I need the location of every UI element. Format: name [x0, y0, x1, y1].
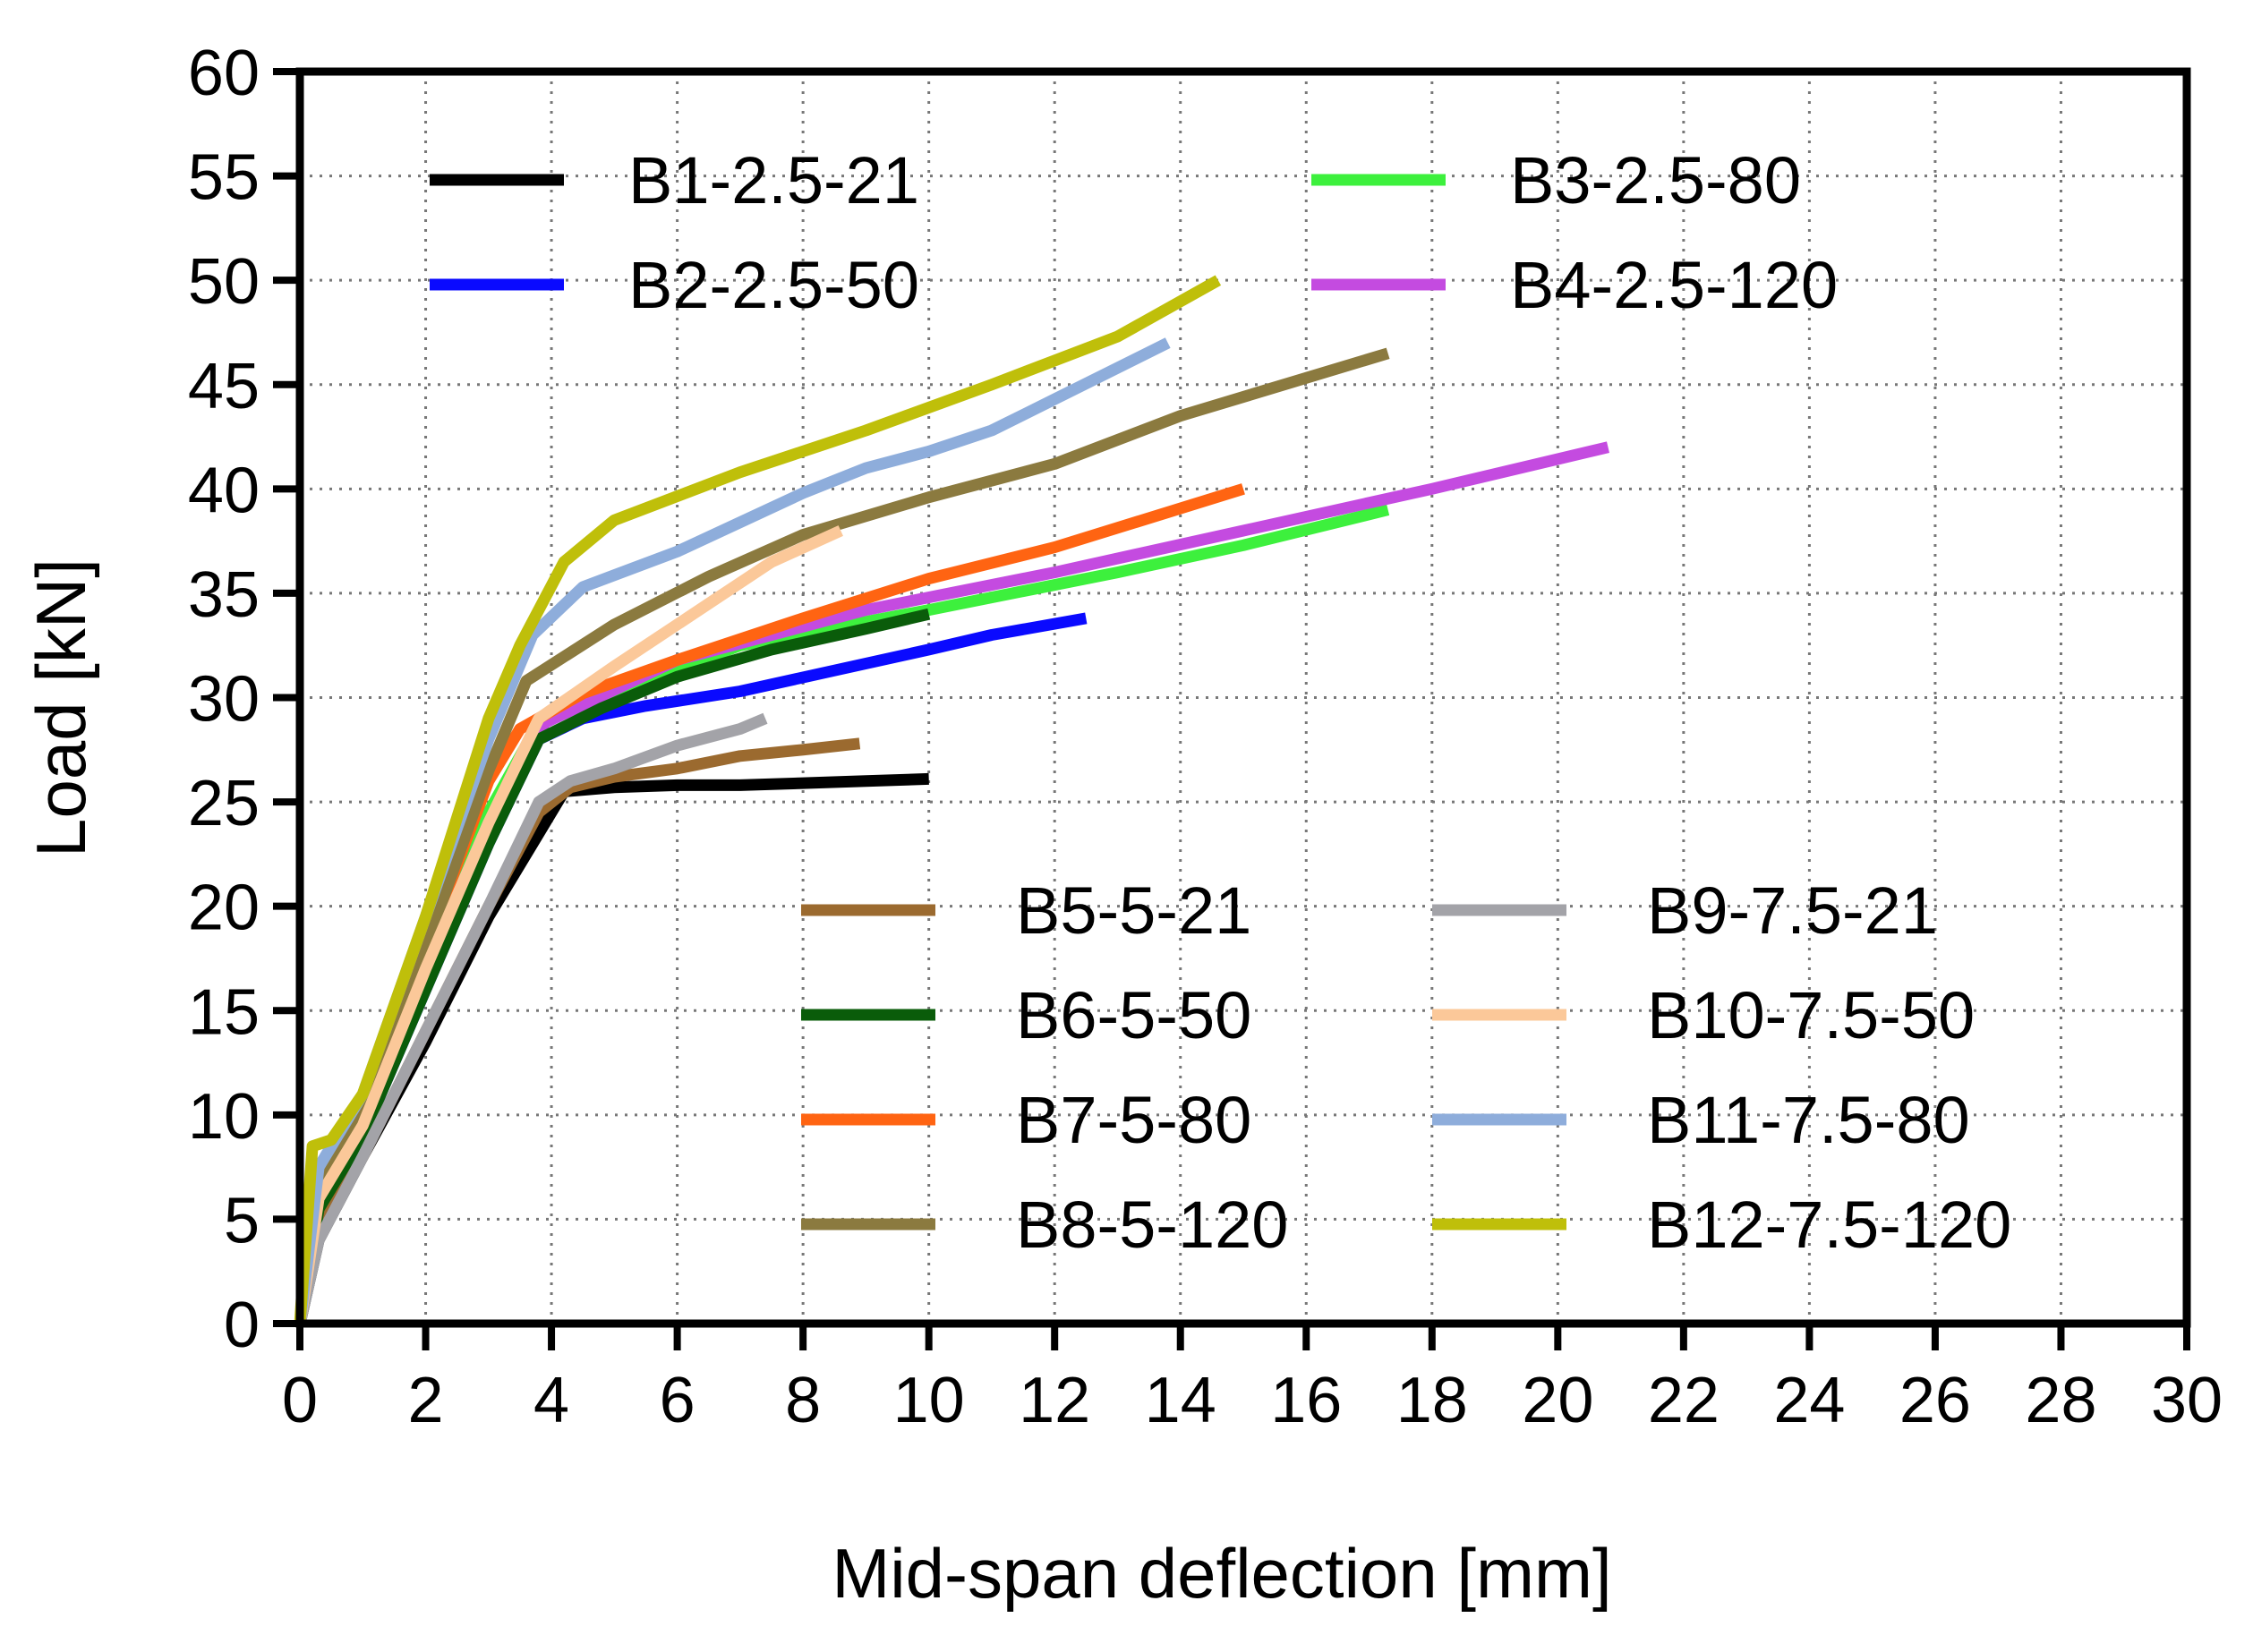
x-tick-label: 24	[1773, 1365, 1845, 1436]
y-axis-title: Load [kN]	[21, 558, 100, 857]
legend-label-b3-2-5-80: B3-2.5-80	[1510, 143, 1801, 217]
x-axis-title: Mid-span deflection [mm]	[832, 1534, 1611, 1613]
y-tick-label: 15	[188, 976, 260, 1048]
x-tick-label: 26	[1899, 1365, 1971, 1436]
y-tick-label: 20	[188, 873, 260, 944]
y-tick-label: 30	[188, 664, 260, 736]
x-tick-label: 8	[785, 1365, 821, 1436]
legend-label-b11-7-5-80: B11-7.5-80	[1647, 1083, 1970, 1157]
axis-ticks: 0 2 4 6 8 10 12 14 16 18 20 22 24 26 28 300510152025303…	[188, 38, 2223, 1436]
x-tick-label: 14	[1145, 1365, 1216, 1436]
y-tick-label: 25	[188, 768, 260, 839]
y-tick-label: 5	[224, 1185, 260, 1256]
x-tick-label: 22	[1648, 1365, 1720, 1436]
x-tick-label: 6	[660, 1365, 696, 1436]
legend-label-b7-5-80: B7-5-80	[1016, 1083, 1251, 1157]
legend-label-b1-2-5-21: B1-2.5-21	[628, 143, 919, 217]
legend-label-b9-7-5-21: B9-7.5-21	[1647, 873, 1938, 948]
legend-label-b5-5-21: B5-5-21	[1016, 873, 1251, 948]
y-tick-label: 60	[188, 38, 260, 109]
x-tick-label: 16	[1270, 1365, 1342, 1436]
series-line-b12-7-5-120	[294, 275, 1222, 1324]
series-line-b9-7-5-21	[294, 712, 768, 1325]
x-tick-label: 30	[2151, 1365, 2223, 1436]
legend-label-b6-5-50: B6-5-50	[1016, 978, 1251, 1052]
x-tick-label: 28	[2025, 1365, 2096, 1436]
x-tick-label: 12	[1019, 1365, 1090, 1436]
legend: B1-2.5-21 B3-2.5-80 B2-2.5-50 B4-2.5-120 B5-…	[430, 143, 2011, 1262]
series-layer	[294, 275, 1609, 1325]
y-tick-label: 0	[224, 1290, 260, 1361]
legend-label-b4-2-5-120: B4-2.5-120	[1510, 248, 1838, 322]
legend-label-b8-5-120: B8-5-120	[1016, 1188, 1288, 1262]
series-line-b6-5-50	[294, 608, 931, 1325]
x-tick-label: 20	[1522, 1365, 1593, 1436]
legend-label-b12-7-5-120: B12-7.5-120	[1647, 1188, 2011, 1262]
series-line-b10-7-5-50	[294, 525, 843, 1324]
y-tick-label: 50	[188, 246, 260, 318]
y-tick-label: 45	[188, 351, 260, 422]
x-tick-label: 4	[533, 1365, 569, 1436]
y-tick-label: 35	[188, 559, 260, 631]
legend-label-b10-7-5-50: B10-7.5-50	[1647, 978, 1975, 1052]
grid-lines	[300, 72, 2187, 1324]
legend-label-b2-2-5-50: B2-2.5-50	[628, 248, 919, 322]
x-tick-label: 18	[1396, 1365, 1468, 1436]
y-tick-label: 10	[188, 1081, 260, 1153]
x-tick-label: 0	[282, 1365, 318, 1436]
y-tick-label: 40	[188, 455, 260, 526]
x-tick-label: 10	[893, 1365, 965, 1436]
x-tick-label: 2	[408, 1365, 444, 1436]
y-tick-label: 55	[188, 142, 260, 214]
